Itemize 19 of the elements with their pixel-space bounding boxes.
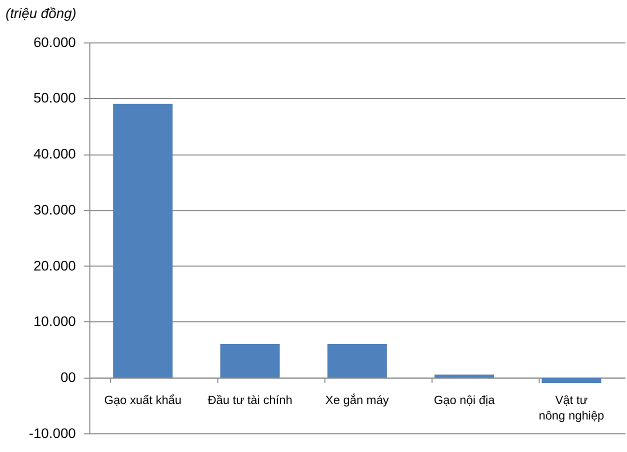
- y-tick-label: 20.000: [33, 257, 76, 274]
- x-tick-label: Xe gắn máy: [325, 392, 389, 407]
- y-tick-label: -10.000: [28, 424, 76, 441]
- y-tick-label: 60.000: [33, 34, 76, 50]
- y-tick-label: 50.000: [33, 90, 76, 106]
- y-tick-label: 40.000: [33, 146, 76, 162]
- y-axis-title: (triệu đồng): [5, 5, 76, 22]
- y-tick-label: 00: [60, 368, 76, 385]
- bar: [220, 344, 280, 378]
- x-tick-label: Gạo nội địa: [434, 392, 496, 407]
- y-tick-label: 30.000: [33, 201, 76, 218]
- bar: [542, 377, 602, 384]
- x-tick-label: Gạo xuất khẩu: [104, 392, 182, 407]
- x-tick-label: Đầu tư tài chính: [208, 392, 292, 407]
- x-tick-label: Vật tư nông nghiệp: [538, 392, 605, 423]
- bar: [327, 344, 387, 378]
- bar: [113, 104, 173, 378]
- y-tick-label: 10.000: [33, 313, 76, 330]
- bar: [434, 374, 494, 378]
